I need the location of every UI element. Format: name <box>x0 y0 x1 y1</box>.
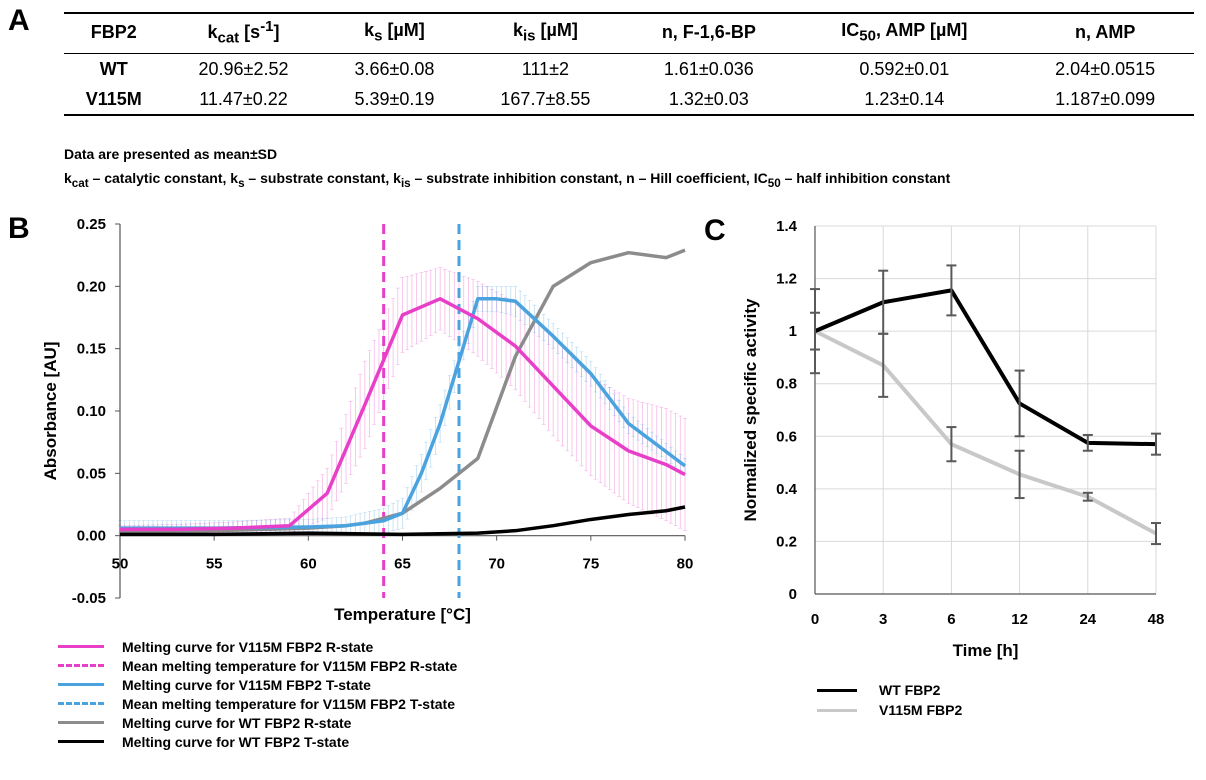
legend-item: Mean melting temperature for V115M FBP2 … <box>58 656 457 675</box>
legend-swatch <box>58 664 104 667</box>
y-tick-label: 0 <box>789 586 797 603</box>
header-ks: ks [µM] <box>323 11 466 54</box>
x-tick-label: 0 <box>811 611 819 628</box>
y-tick-label: 0.25 <box>77 216 106 233</box>
table-cell: 167.7±8.55 <box>465 83 626 116</box>
table-cell: 20.96±2.52 <box>198 58 289 79</box>
legend-item: Melting curve for WT FBP2 R-state <box>58 713 457 732</box>
legend-item: Melting curve for V115M FBP2 T-state <box>58 675 457 694</box>
header-n-amp: n, AMP <box>1016 11 1194 54</box>
legend-item: Melting curve for WT FBP2 T-state <box>58 732 457 751</box>
y-tick-label: 0.20 <box>77 278 106 295</box>
panel-letter-a: A <box>8 4 30 37</box>
y-tick-label: 0.10 <box>77 403 106 420</box>
x-tick-label: 70 <box>488 556 505 573</box>
legend-label: Melting curve for WT FBP2 R-state <box>122 714 352 731</box>
legend-item: WT FBP2 <box>817 680 962 700</box>
kinetics-table: FBP2 kcat [s-1] ks [µM] kis [µM] n, F-1,… <box>64 11 1194 116</box>
table-cell: 111±2 <box>521 58 570 79</box>
table-cell: 11.47±0.22 <box>163 83 324 116</box>
x-tick-label: 6 <box>947 611 955 628</box>
legend-label: Melting curve for V115M FBP2 R-state <box>122 638 374 655</box>
y-tick-label: 0.00 <box>77 528 106 545</box>
table-cell: 3.66±0.08 <box>354 58 435 79</box>
x-axis-title: Time [h] <box>953 641 1019 660</box>
legend-item: V115M FBP2 <box>817 700 962 720</box>
x-tick-label: 65 <box>394 556 411 573</box>
legend-swatch <box>58 721 104 724</box>
header-kcat: kcat [s-1] <box>163 11 324 54</box>
table-cell: 1.23±0.14 <box>792 83 1017 116</box>
table-row: WT 20.96±2.52 3.66±0.08 111±2 1.61±0.036… <box>64 53 1194 84</box>
x-tick-label: 55 <box>206 556 223 573</box>
y-tick-label: 0.8 <box>776 376 797 393</box>
x-tick-label: 48 <box>1148 611 1165 628</box>
series-line <box>814 329 1157 536</box>
table-cell: WT <box>99 58 128 79</box>
y-tick-label: -0.05 <box>72 590 106 607</box>
table-cell: V115M <box>64 83 164 116</box>
legend-swatch <box>58 702 104 705</box>
header-n-f16bp: n, F-1,6-BP <box>625 11 793 54</box>
legend-label: V115M FBP2 <box>879 702 963 718</box>
table-cell: 1.61±0.036 <box>663 58 754 79</box>
x-tick-label: 75 <box>582 556 599 573</box>
legend-swatch <box>58 740 104 743</box>
melting-curve-chart: -0.05 0.00 0.05 0.10 0.15 0.20 0.25 50 55 60 65 70 7… <box>41 216 694 624</box>
y-tick-label: 0.15 <box>77 341 106 358</box>
panel-letter-c: C <box>704 214 726 247</box>
y-tick-label: 1.4 <box>776 218 798 235</box>
legend-swatch <box>817 708 857 712</box>
table-note-abbreviations: kcat – catalytic constant, ks – substrat… <box>64 170 951 190</box>
x-tick-label: 60 <box>300 556 317 573</box>
x-tick-label: 80 <box>677 556 694 573</box>
y-tick-label: 1.2 <box>776 271 797 288</box>
x-tick-label: 12 <box>1011 611 1028 628</box>
table-header-row: FBP2 kcat [s-1] ks [µM] kis [µM] n, F-1,… <box>64 11 1194 54</box>
header-kis: kis [µM] <box>465 11 626 54</box>
header-ic50-amp: IC50, AMP [µM] <box>792 11 1017 54</box>
panel-letter-b: B <box>8 212 30 245</box>
legend-label: Melting curve for V115M FBP2 T-state <box>122 676 371 693</box>
series-line <box>120 505 686 537</box>
table-note-summary: Data are presented as mean±SD <box>64 146 278 162</box>
legend-activity: WT FBP2 V115M FBP2 <box>817 680 962 720</box>
header-fbp2: FBP2 <box>64 11 164 54</box>
table-cell: 5.39±0.19 <box>323 83 466 116</box>
legend-swatch <box>58 645 104 648</box>
legend-item: Melting curve for V115M FBP2 R-state <box>58 637 457 656</box>
y-tick-label: 0.4 <box>776 481 798 498</box>
y-tick-label: 0.6 <box>776 428 797 445</box>
y-tick-label: 0.05 <box>77 465 106 482</box>
table-cell: 2.04±0.0515 <box>1055 58 1156 79</box>
x-tick-label: 3 <box>879 611 887 628</box>
table-row: V115M 11.47±0.22 5.39±0.19 167.7±8.55 1.… <box>64 83 1194 116</box>
legend-label: WT FBP2 <box>879 682 941 698</box>
series-line <box>120 297 686 532</box>
legend-swatch <box>58 683 104 686</box>
x-tick-label: 50 <box>112 556 129 573</box>
legend-label: Melting curve for WT FBP2 T-state <box>122 733 350 750</box>
y-tick-label: 1 <box>789 323 797 340</box>
series-line <box>814 288 1157 447</box>
legend-melting-curves: Melting curve for V115M FBP2 R-state Mea… <box>58 637 457 751</box>
series-line <box>120 297 687 530</box>
y-axis-title: Absorbance [AU] <box>41 342 60 481</box>
table-cell: 1.187±0.099 <box>1016 83 1194 116</box>
legend-label: Mean melting temperature for V115M FBP2 … <box>122 695 455 712</box>
table-cell: 1.32±0.03 <box>625 83 793 116</box>
table-cell: 0.592±0.01 <box>859 58 950 79</box>
legend-label: Mean melting temperature for V115M FBP2 … <box>122 657 458 674</box>
legend-item: Mean melting temperature for V115M FBP2 … <box>58 694 457 713</box>
x-tick-label: 24 <box>1079 611 1096 628</box>
activity-time-chart: 0 0.2 0.4 0.6 0.8 1 1.2 1.4 0 3 6 12 24 48 Time [h] Nor… <box>741 218 1165 660</box>
y-axis-title: Normalized specific activity <box>741 298 760 522</box>
legend-swatch <box>817 688 857 692</box>
y-tick-label: 0.2 <box>776 533 797 550</box>
x-axis-title: Temperature [°C] <box>334 605 471 624</box>
